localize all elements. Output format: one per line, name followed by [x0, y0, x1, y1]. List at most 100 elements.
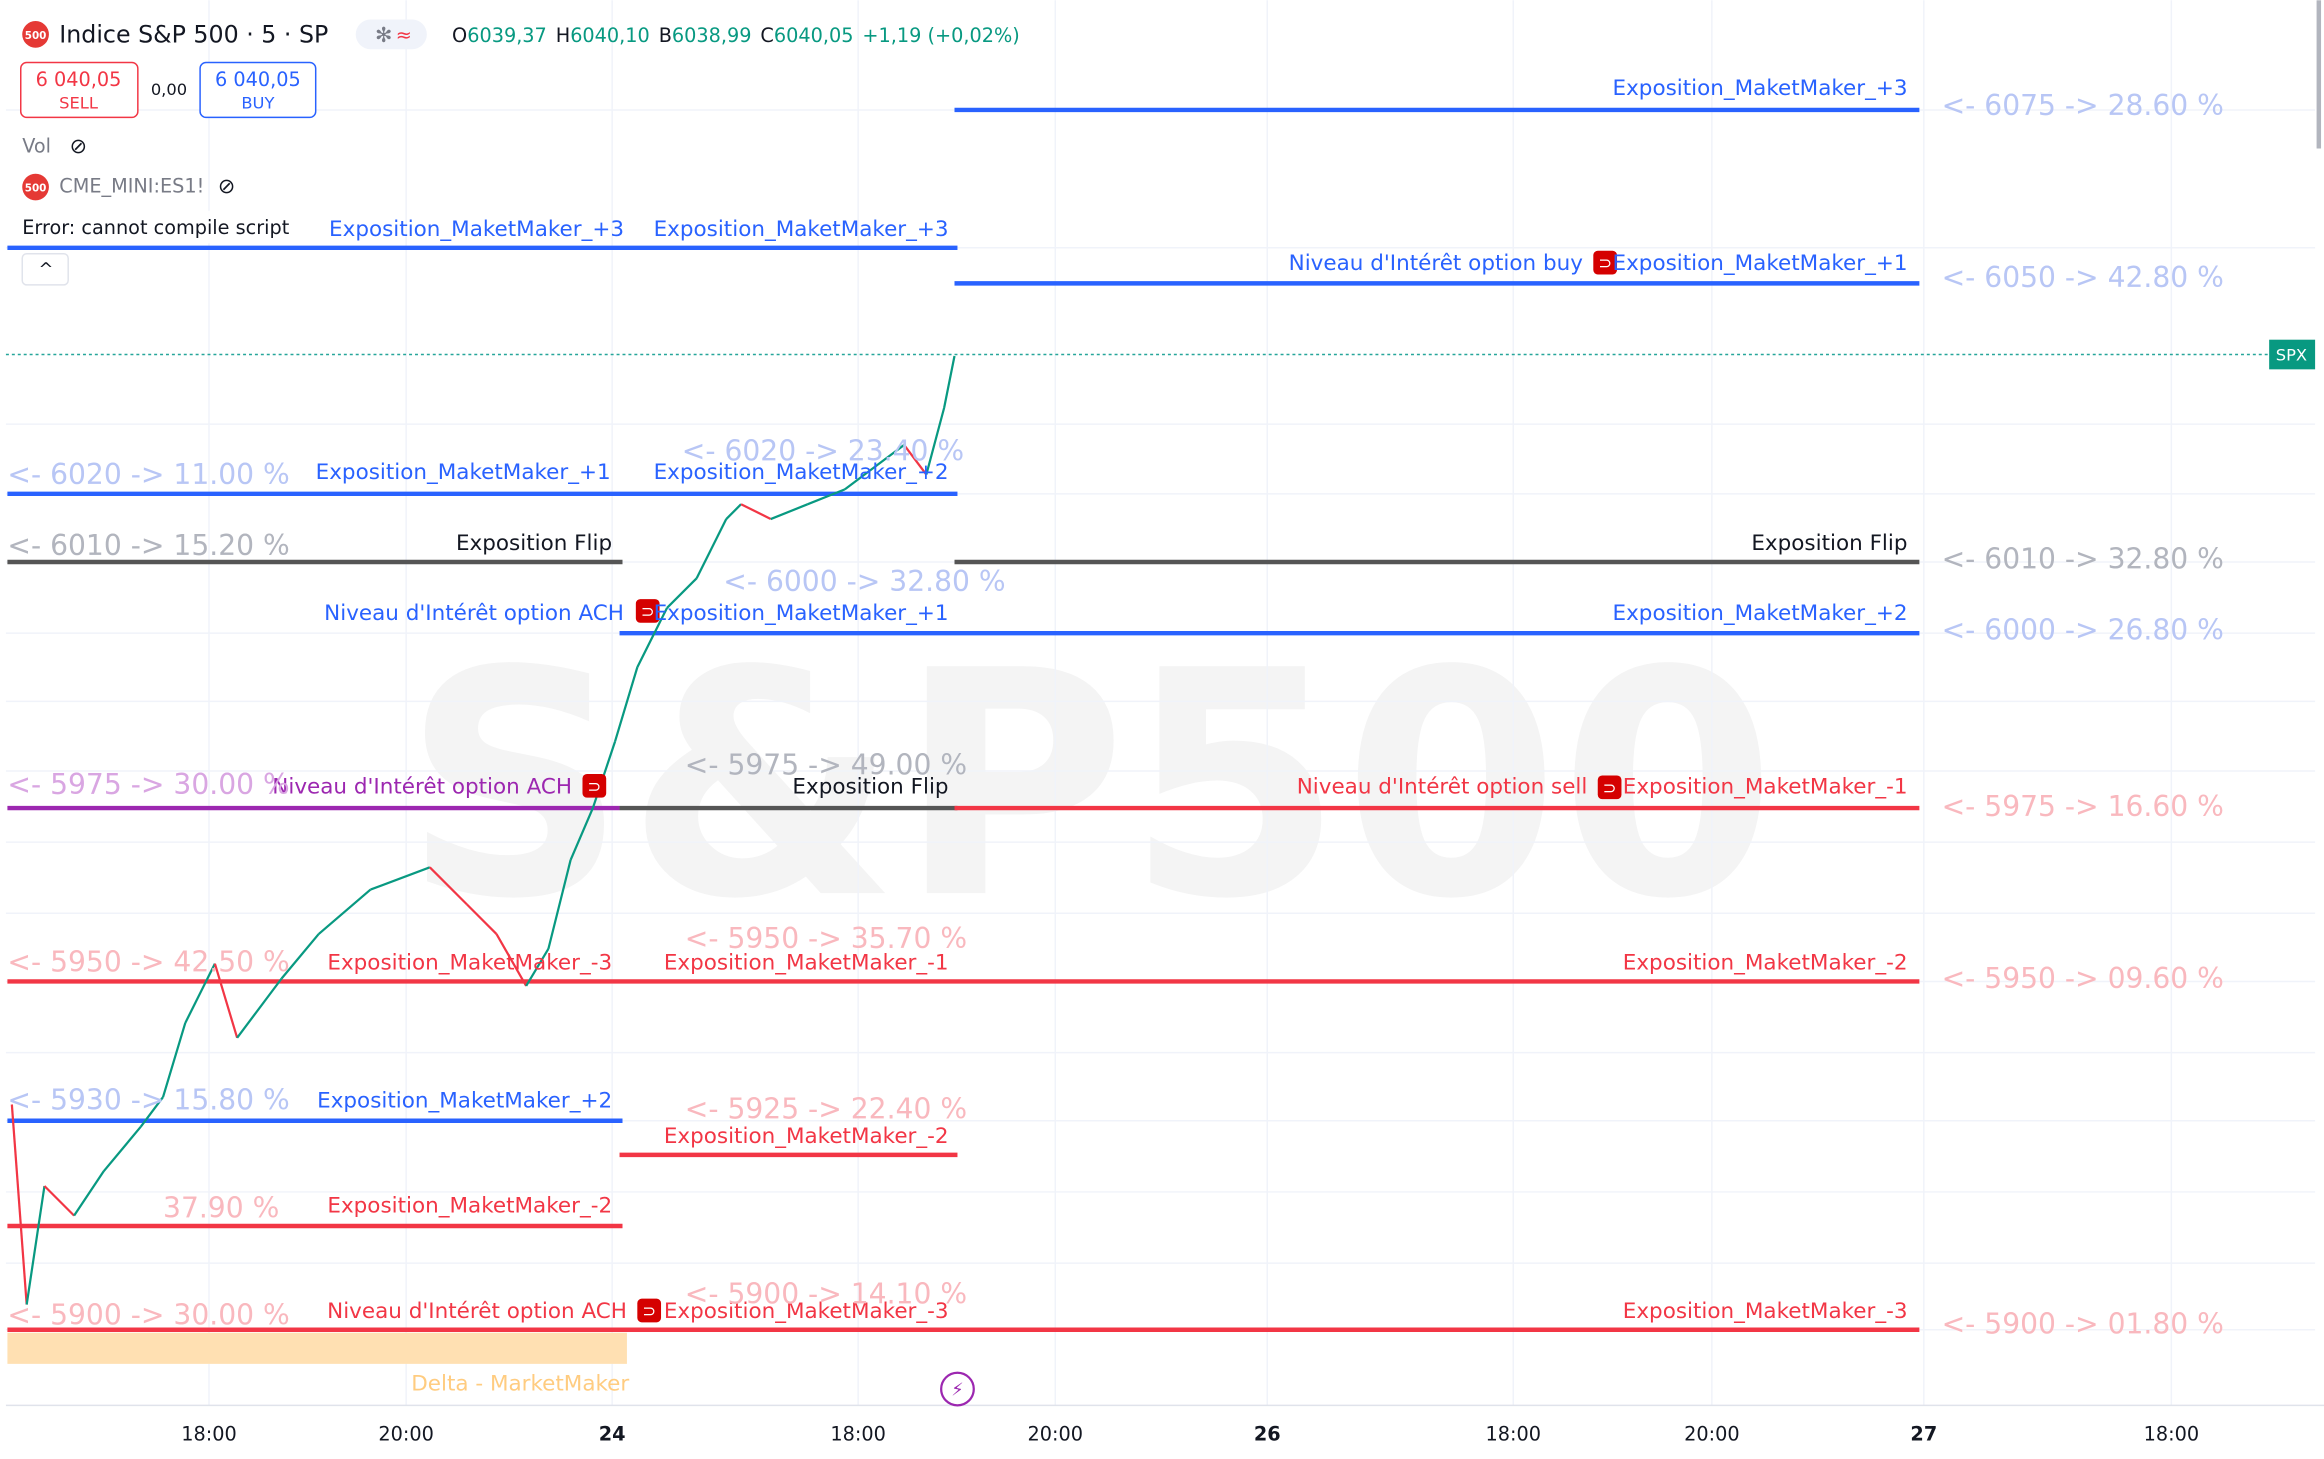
- price-segment: [844, 466, 876, 491]
- price-segment: [102, 1126, 142, 1172]
- price-segment: [873, 444, 905, 469]
- x-tick-label: 27: [1910, 1423, 1937, 1446]
- script-error[interactable]: Error: cannot compile script: [22, 216, 289, 239]
- price-tag-box: [2269, 339, 2316, 370]
- price-segment: [636, 607, 668, 668]
- level-label: Exposition_MaketMaker_+1: [316, 460, 611, 485]
- price-segment: [466, 903, 498, 935]
- buy-label: BUY: [241, 94, 274, 113]
- level-stat: <- 5925 -> 22.40 %: [685, 1092, 967, 1125]
- level-label: Exposition_MaketMaker_-2: [327, 1194, 612, 1219]
- delta-band: [7, 1332, 627, 1364]
- price-segment: [740, 503, 772, 521]
- level-stat: <- 5950 -> 09.60 %: [1942, 962, 2224, 995]
- level-label: Exposition_MaketMaker_-3: [664, 1299, 949, 1324]
- collapse-icon: ^: [39, 259, 54, 280]
- error-bg: [14, 210, 304, 244]
- magnet-glyph: ⊃: [1598, 254, 1612, 273]
- icons-pill[interactable]: [355, 19, 427, 50]
- x-tick-label: 20:00: [1684, 1423, 1739, 1446]
- logo-text: 500: [25, 30, 47, 42]
- spread: 0,00: [151, 80, 187, 99]
- level-stat: <- 6000 -> 32.80 %: [723, 565, 1005, 598]
- level-label: Delta - MarketMaker: [411, 1372, 629, 1397]
- ohlc: O6039,37 H6040,10 B6038,99 C6040,05 +1,19 (+…: [452, 23, 1020, 46]
- price-segment: [429, 866, 468, 906]
- level-stat: <- 6010 -> 32.80 %: [1942, 543, 2224, 576]
- x-tick-label: 20:00: [1028, 1423, 1083, 1446]
- level-stat: <- 5975 -> 16.60 %: [1942, 790, 2224, 823]
- volume-indicator[interactable]: Vol: [22, 135, 51, 158]
- buy-price: 6 040,05: [215, 68, 301, 91]
- price-segment: [236, 977, 283, 1039]
- ohlc-value: 6038,99: [672, 23, 752, 46]
- price-segment: [25, 1185, 46, 1305]
- x-tick-label: 18:00: [830, 1423, 885, 1446]
- magnet-glyph: ⊃: [1603, 778, 1617, 797]
- price-segment: [666, 577, 698, 609]
- level-stat: <- 6010 -> 15.20 %: [7, 529, 289, 562]
- price-segment: [139, 1096, 164, 1128]
- ohlc-label: B: [659, 23, 672, 46]
- ohlc-change: +1,19 (+0,02%): [862, 23, 1019, 46]
- level-label: Exposition_MaketMaker_-1: [1623, 774, 1908, 799]
- logo-text: 500: [25, 183, 47, 195]
- level-stat: <- 5975 -> 30.00 %: [7, 768, 289, 801]
- magnet-glyph: ⊃: [642, 1301, 656, 1320]
- level-label: Exposition Flip: [792, 774, 948, 799]
- ohlc-label: H: [556, 23, 570, 46]
- level-label: Exposition_MaketMaker_-2: [664, 1124, 949, 1149]
- ohlc-value: 6040,10: [570, 23, 650, 46]
- level-stat: <- 6075 -> 28.60 %: [1942, 89, 2224, 122]
- level-label: Niveau d'Intérêt option ACH: [327, 1299, 627, 1324]
- price-segment: [495, 933, 528, 987]
- buy-button[interactable]: [199, 61, 317, 119]
- lightning-icon[interactable]: [940, 1371, 975, 1407]
- level-stat: <- 5900 -> 01.80 %: [1942, 1307, 2224, 1340]
- x-tick-label: 18:00: [2144, 1423, 2199, 1446]
- x-tick-label: 20:00: [378, 1423, 433, 1446]
- level-stat: <- 6020 -> 23.40 %: [682, 434, 964, 467]
- level-label: Exposition_MaketMaker_+1: [1613, 251, 1908, 276]
- price-segment: [10, 1104, 28, 1305]
- sell-button[interactable]: [20, 61, 139, 119]
- price-segment: [213, 963, 239, 1039]
- symbol-title[interactable]: Indice S&P 500 · 5 · SP: [59, 20, 328, 48]
- price-segment: [73, 1170, 105, 1217]
- price-segment: [695, 518, 728, 579]
- ohlc-value: 6040,05: [774, 23, 854, 46]
- level-label: Exposition_MaketMaker_+2: [317, 1089, 612, 1114]
- level-label: Exposition Flip: [1751, 531, 1907, 556]
- compare-symbol[interactable]: CME_MINI:ES1!: [59, 175, 204, 198]
- magnet-glyph: ⊃: [588, 777, 602, 796]
- x-tick-label: 18:00: [181, 1423, 236, 1446]
- price-segment: [943, 355, 956, 409]
- level-label: Niveau d'Intérêt option ACH: [272, 774, 572, 799]
- price-segment: [370, 866, 431, 891]
- sell-price: 6 040,05: [36, 68, 122, 91]
- level-stat: <- 6020 -> 11.00 %: [7, 458, 289, 491]
- x-tick-label: 26: [1254, 1423, 1281, 1446]
- hide-icon[interactable]: ⊘: [70, 134, 87, 158]
- level-label: Exposition_MaketMaker_+2: [1613, 601, 1908, 626]
- price-segment: [807, 488, 846, 506]
- price-segment: [547, 859, 572, 950]
- watermark: S&P500: [403, 605, 1776, 967]
- price-segment: [184, 963, 216, 1024]
- ohlc-label: O: [452, 23, 467, 46]
- price-tag: SPX: [2276, 346, 2307, 365]
- x-tick-label: 24: [599, 1423, 626, 1446]
- magnet-icon: [1597, 775, 1622, 800]
- level-stat: <- 5950 -> 42.50 %: [7, 946, 289, 979]
- ohlc-value: 6039,37: [467, 23, 547, 46]
- level-label: Exposition Flip: [456, 531, 612, 556]
- level-stat: <- 5900 -> 14.10 %: [685, 1278, 967, 1311]
- hide-icon[interactable]: ⊘: [218, 174, 235, 198]
- sell-label: SELL: [59, 94, 98, 113]
- price-segment: [770, 503, 809, 521]
- ohlc-label: C: [760, 23, 773, 46]
- collapse-button[interactable]: [21, 252, 69, 286]
- price-segment: [925, 407, 946, 475]
